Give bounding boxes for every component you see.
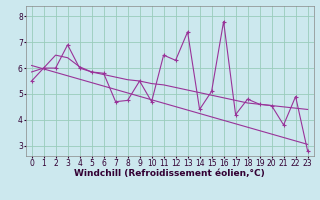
X-axis label: Windchill (Refroidissement éolien,°C): Windchill (Refroidissement éolien,°C) <box>74 169 265 178</box>
